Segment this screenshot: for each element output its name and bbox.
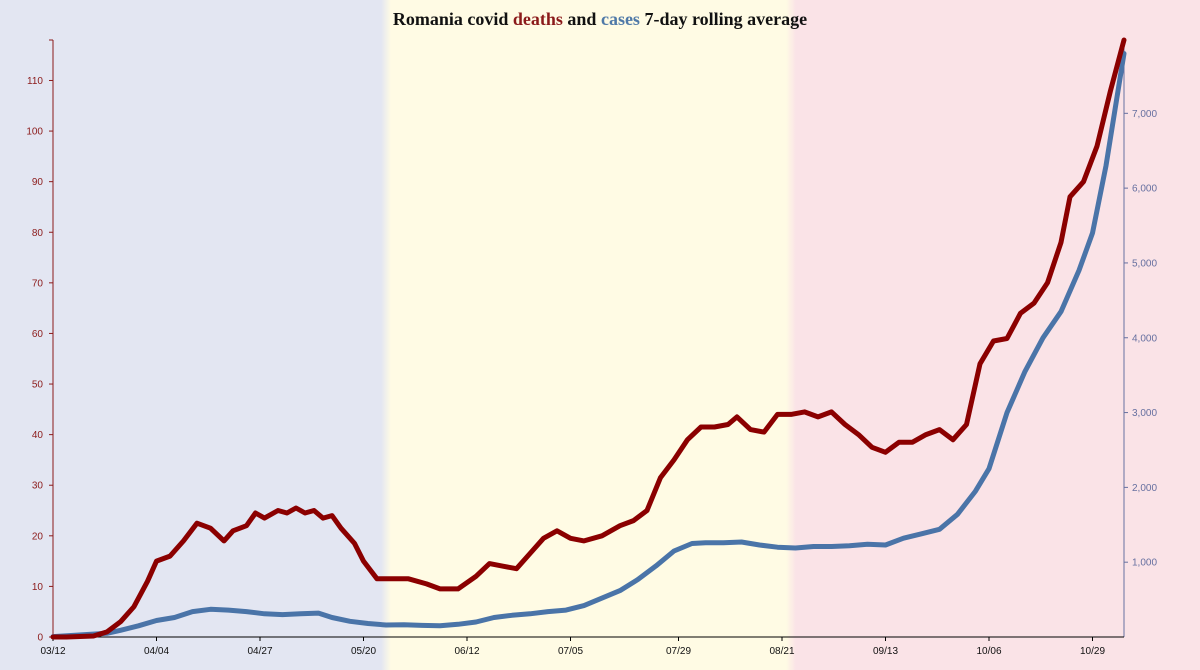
right-tick-label: 6,000 <box>1132 184 1157 195</box>
deaths-line <box>50 37 1127 640</box>
title-part-3: and <box>563 9 601 29</box>
series-lines <box>50 37 1127 640</box>
title-part-5: 7-day rolling average <box>640 9 807 29</box>
right-tick-label: 4,000 <box>1132 333 1157 344</box>
title-cases-word: cases <box>601 9 640 29</box>
right-tick-label: 2,000 <box>1132 483 1157 494</box>
left-tick-label: 0 <box>37 633 43 644</box>
x-tick-label: 07/05 <box>558 646 583 657</box>
right-tick-label: 3,000 <box>1132 408 1157 419</box>
right-tick-label: 1,000 <box>1132 558 1157 569</box>
x-tick-label: 08/21 <box>769 646 794 657</box>
left-tick-label: 20 <box>32 531 44 542</box>
left-tick-label: 80 <box>32 228 44 239</box>
background-period-2 <box>386 0 791 670</box>
left-tick-label: 60 <box>32 329 44 340</box>
background-period-3 <box>791 0 1200 670</box>
x-tick-label: 07/29 <box>666 646 691 657</box>
x-tick-label: 10/29 <box>1080 646 1105 657</box>
x-tick-label: 04/04 <box>144 646 169 657</box>
x-tick-label: 05/20 <box>351 646 376 657</box>
left-tick-label: 40 <box>32 430 44 441</box>
chart-title: Romania covid deaths and cases 7-day rol… <box>393 9 807 29</box>
x-tick-label: 06/12 <box>454 646 479 657</box>
title-part-1: Romania covid <box>393 9 513 29</box>
title-deaths-word: deaths <box>513 9 563 29</box>
background-period-1 <box>0 0 386 670</box>
cases-line <box>50 51 1127 640</box>
axes <box>49 39 1128 641</box>
right-tick-label: 7,000 <box>1132 109 1157 120</box>
right-tick-label: 5,000 <box>1132 258 1157 269</box>
tick-labels: 0 10 20 30 40 50 60 70 80 90 100 110 1,000 2,000 3,000… <box>26 76 1157 657</box>
left-tick-label: 70 <box>32 278 44 289</box>
left-tick-label: 110 <box>27 76 43 87</box>
left-tick-label: 10 <box>32 582 44 593</box>
x-tick-label: 10/06 <box>976 646 1001 657</box>
left-tick-label: 50 <box>32 380 44 391</box>
left-tick-label: 30 <box>32 481 44 492</box>
left-tick-label: 90 <box>32 177 44 188</box>
period-transition-2 <box>786 0 796 670</box>
left-tick-label: 100 <box>26 127 43 138</box>
period-transition-1 <box>381 0 391 670</box>
x-tick-label: 03/12 <box>40 646 65 657</box>
x-tick-label: 09/13 <box>873 646 898 657</box>
x-tick-label: 04/27 <box>247 646 272 657</box>
